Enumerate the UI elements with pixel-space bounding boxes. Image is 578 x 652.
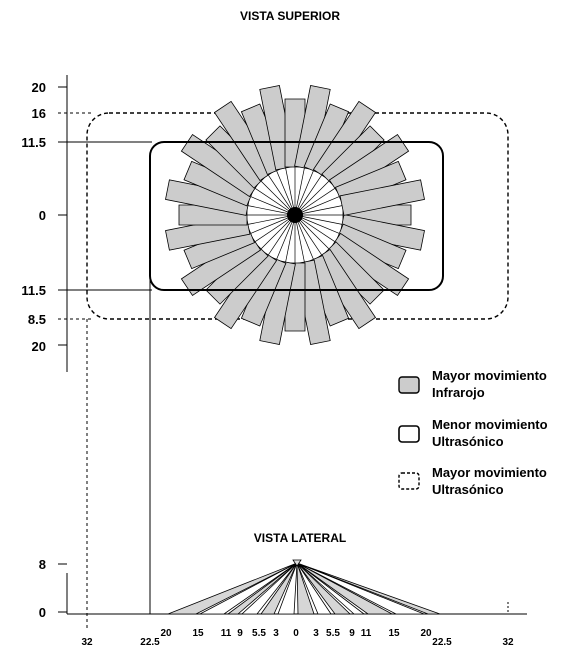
ray-spoke	[294, 167, 305, 216]
side-ray	[240, 562, 298, 615]
x-tick-label: 11	[361, 628, 372, 639]
x-tick-label: 22.5	[432, 637, 452, 648]
major-ultrasonic-zone	[86, 112, 509, 320]
ray-spoke	[294, 214, 343, 225]
minor-ultrasonic-zone	[149, 141, 444, 291]
legend-swatch-minor-ultrasonic	[398, 425, 420, 443]
y-label-0: 0	[39, 208, 46, 223]
x-tick-label: 5.5	[252, 628, 266, 639]
infrared-ray	[339, 179, 425, 216]
side-ray	[226, 562, 298, 615]
side-ray	[296, 562, 366, 615]
x-tick-label: 9	[237, 628, 243, 639]
x-tick-label: 3	[273, 628, 279, 639]
side-ray	[199, 562, 298, 615]
side-ray	[296, 562, 315, 615]
ray-spoke	[247, 214, 296, 225]
ray-spoke	[294, 188, 336, 216]
side-ray	[296, 562, 332, 615]
y-label-20-bottom: 20	[32, 339, 46, 354]
x-tick-label: 11	[221, 628, 232, 639]
y-label-11.5-top: 11.5	[21, 135, 46, 150]
x-tick-label: 15	[388, 628, 400, 639]
legend-1-line-1: Mayor movimiento	[432, 368, 547, 383]
x-tick-label: 9	[349, 628, 355, 639]
x-tick-label: 32	[81, 637, 93, 648]
side-ray	[260, 562, 298, 615]
side-view-title: VISTA LATERAL	[254, 531, 346, 545]
ray-spoke	[285, 167, 296, 216]
x-tick-label: 0	[293, 628, 299, 639]
x-tick-label: 20	[160, 628, 172, 639]
ray-spoke	[254, 188, 296, 216]
x-tick-label: 20	[420, 628, 432, 639]
y-label-11.5-bottom: 11.5	[21, 283, 46, 298]
side-ray	[296, 562, 441, 615]
legend-2-line-2: Ultrasónico	[432, 434, 504, 449]
x-tick-label: 22.5	[140, 637, 160, 648]
legend-3-line-2: Ultrasónico	[432, 482, 504, 497]
side-view-ray-fan	[167, 562, 441, 615]
ray-spoke	[268, 174, 296, 216]
side-y-label-8: 8	[39, 557, 46, 572]
y-label-20-top: 20	[32, 80, 46, 95]
sensor-center	[287, 207, 303, 223]
sensor-icon	[292, 559, 302, 567]
x-tick-label: 15	[192, 628, 204, 639]
ray-spoke	[247, 205, 296, 216]
legend-3-line-1: Mayor movimiento	[432, 465, 547, 480]
legend-swatch-major-ultrasonic	[398, 472, 420, 490]
ray-spoke	[294, 205, 343, 216]
legend-1-line-2: Infrarojo	[432, 385, 485, 400]
side-ray	[296, 562, 351, 615]
x-tick-label: 5.5	[326, 628, 340, 639]
legend-swatch-infrared	[398, 376, 420, 394]
ray-spoke	[268, 214, 296, 256]
infrared-ray-pattern	[165, 85, 425, 345]
ray-spoke	[294, 214, 305, 263]
y-label-16: 16	[32, 106, 46, 121]
side-ray	[277, 562, 298, 615]
ray-spoke	[294, 214, 336, 242]
side-ray	[167, 562, 298, 615]
ray-spoke	[254, 214, 296, 242]
side-ray	[296, 562, 393, 615]
legend-2-line-1: Menor movimiento	[432, 417, 548, 432]
side-y-label-0: 0	[39, 605, 46, 620]
ray-spoke	[285, 214, 296, 263]
x-tick-label: 3	[313, 628, 319, 639]
y-label-8.5: 8.5	[28, 312, 46, 327]
ray-spoke	[294, 174, 322, 216]
ray-spoke	[294, 214, 322, 256]
top-view-title: VISTA SUPERIOR	[240, 9, 340, 23]
x-tick-label: 32	[502, 637, 514, 648]
